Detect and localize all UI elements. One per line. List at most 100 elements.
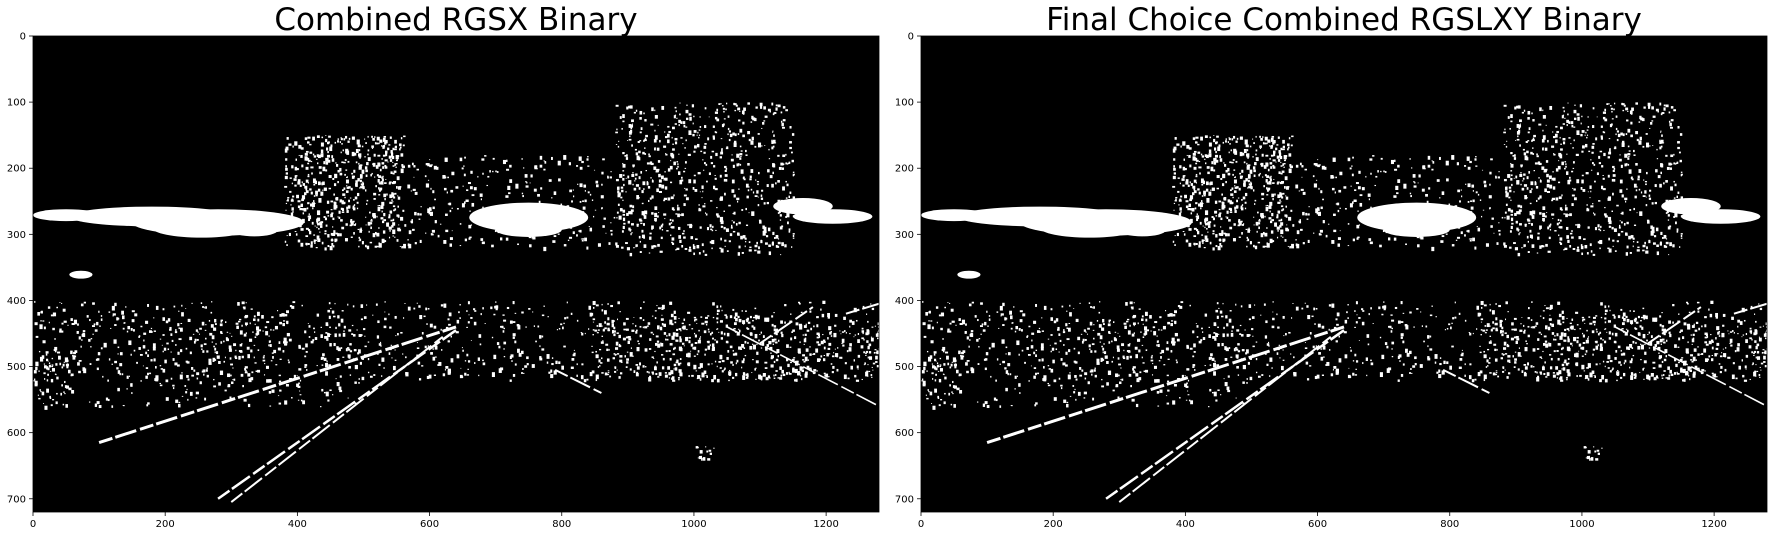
mask-speck (1520, 183, 1522, 186)
mask-speck (343, 187, 346, 190)
mask-speck (128, 340, 132, 346)
mask-speck (1173, 146, 1177, 151)
mask-speck (1519, 119, 1522, 123)
mask-speck (310, 340, 314, 344)
mask-speck (1581, 252, 1584, 256)
mask-speck (1613, 228, 1617, 232)
mask-speck (1628, 169, 1632, 174)
mask-speck (256, 330, 260, 335)
mask-speck (1560, 148, 1563, 151)
mask-speck (827, 312, 831, 318)
mask-speck (512, 301, 515, 305)
mask-speck (371, 148, 374, 149)
mask-speck (680, 121, 683, 124)
mask-speck (266, 321, 270, 324)
mask-speck (1324, 166, 1327, 170)
mask-speck (1285, 186, 1289, 190)
mask-speck (344, 135, 348, 139)
mask-speck (635, 330, 638, 334)
mask-speck (1035, 349, 1038, 351)
mask-speck (341, 208, 345, 212)
mask-speck (170, 377, 173, 380)
mask-speck (664, 136, 668, 139)
mask-speck (1241, 152, 1245, 156)
mask-speck (70, 373, 74, 377)
mask-speck (1577, 246, 1580, 249)
mask-speck (288, 143, 292, 146)
x-tick-label: 600 (420, 519, 439, 530)
mask-speck (388, 216, 391, 219)
mask-speck (433, 325, 437, 329)
mask-speck (1234, 206, 1237, 210)
mask-speck (1603, 131, 1606, 134)
mask-speck (432, 190, 435, 194)
mask-speck (46, 388, 50, 393)
mask-speck (1644, 180, 1648, 183)
mask-speck (179, 374, 183, 380)
mask-speck (447, 340, 450, 343)
mask-speck (702, 205, 706, 208)
mask-speck (54, 373, 57, 375)
mask-speck (330, 307, 332, 309)
mask-speck (711, 379, 714, 383)
mask-speck (792, 369, 796, 373)
mask-speck (1526, 235, 1529, 239)
mask-speck (331, 212, 334, 215)
mask-speck (666, 230, 669, 232)
mask-speck (399, 186, 402, 188)
mask-speck (765, 377, 769, 381)
mask-speck (367, 357, 370, 361)
mask-speck (684, 147, 686, 149)
mask-speck (456, 319, 460, 324)
mask-speck (1539, 107, 1542, 112)
mask-speck (1508, 196, 1511, 199)
mask-speck (1507, 116, 1510, 119)
mask-speck (1419, 230, 1421, 232)
mask-speck (316, 162, 319, 165)
mask-speck (1259, 145, 1262, 148)
mask-speck (63, 391, 65, 393)
mask-speck (329, 326, 331, 329)
mask-speck (1235, 140, 1238, 143)
mask-speck (635, 152, 639, 156)
mask-speck (779, 226, 783, 230)
mask-speck (732, 328, 735, 331)
mask-speck (857, 339, 860, 344)
mask-speck (1656, 244, 1659, 247)
mask-speck (1670, 186, 1673, 191)
mask-speck (759, 375, 763, 380)
mask-speck (820, 308, 822, 311)
mask-speck (759, 334, 761, 335)
mask-speck (302, 218, 305, 224)
mask-speck (801, 378, 803, 381)
mask-speck (1604, 118, 1608, 122)
mask-speck (802, 334, 805, 336)
mask-speck (627, 220, 630, 224)
mask-speck (716, 312, 719, 315)
mask-speck (330, 200, 334, 203)
mask-speck (751, 372, 753, 374)
mask-speck (1225, 169, 1228, 173)
mask-speck (797, 301, 801, 304)
mask-speck (670, 155, 673, 157)
mask-speck (327, 151, 329, 154)
mask-speck (639, 317, 642, 320)
mask-speck (749, 246, 752, 249)
mask-speck (1259, 172, 1261, 175)
mask-speck (1202, 180, 1206, 185)
mask-speck (668, 333, 671, 337)
mask-speck (601, 207, 603, 209)
mask-speck (875, 361, 878, 363)
mask-speck (782, 119, 786, 122)
mask-speck (870, 337, 874, 342)
mask-speck (1265, 320, 1268, 324)
mask-speck (330, 144, 333, 148)
mask-speck (459, 157, 463, 162)
mask-speck (770, 352, 772, 354)
mask-speck (1249, 376, 1253, 381)
mask-speck (169, 326, 172, 330)
mask-speck (702, 169, 705, 171)
mask-speck (1654, 235, 1657, 238)
mask-speck (1542, 115, 1546, 119)
mask-speck (333, 204, 337, 210)
